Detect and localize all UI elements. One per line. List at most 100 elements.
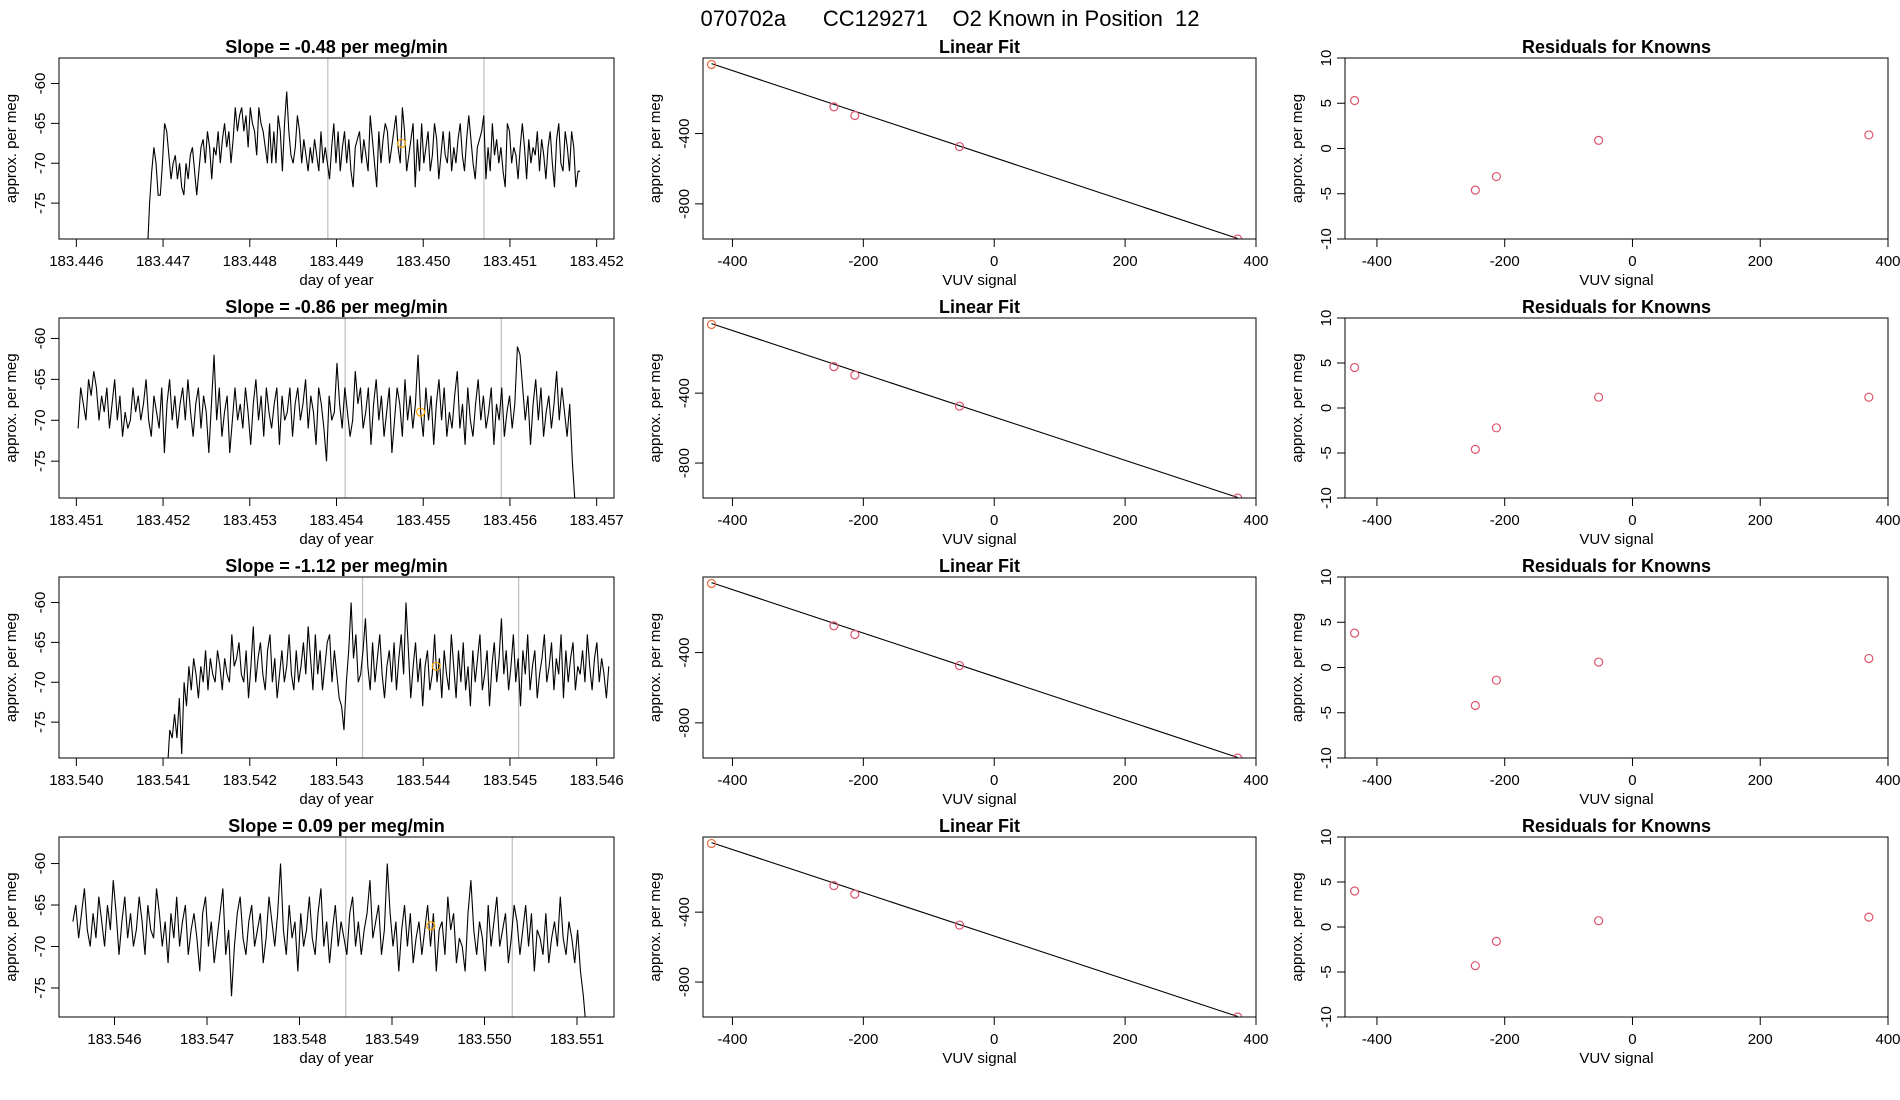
x-tick-label: 183.545 <box>483 772 537 789</box>
y-tick-label: -5 <box>1318 706 1335 719</box>
panel-row2-linear-fit: Linear Fit -400 -200 0 200 400 -800 -400 VUV sig… <box>647 297 1269 548</box>
x-tick-label: 0 <box>990 1031 998 1048</box>
x-tick-label: 400 <box>1875 1031 1900 1048</box>
plot-area <box>1349 95 1874 195</box>
y-tick-label: -10 <box>1318 487 1335 509</box>
x-tick-label: 200 <box>1113 253 1138 270</box>
x-tick-label: 200 <box>1113 772 1138 789</box>
x-tick-label: 200 <box>1113 512 1138 529</box>
x-tick-label: 183.540 <box>49 772 103 789</box>
series-line <box>147 91 581 239</box>
x-tick-label: -400 <box>1362 1031 1392 1048</box>
panel-title: Slope = 0.09 per meg/min <box>228 816 445 836</box>
plot-frame <box>58 57 615 240</box>
y-axis-title: approx. per meg <box>1289 872 1306 981</box>
data-point <box>1594 392 1604 402</box>
plot-frame <box>702 317 1257 499</box>
y-tick-label: -5 <box>1318 446 1335 459</box>
x-tick-label: -400 <box>1362 512 1392 529</box>
data-point <box>1233 234 1243 239</box>
y-tick-label: -5 <box>1318 965 1335 978</box>
panel-title: Slope = -0.86 per meg/min <box>225 297 448 317</box>
plot-area <box>1349 362 1874 454</box>
data-point <box>1233 1012 1243 1017</box>
panel-title: Linear Fit <box>939 37 1020 57</box>
panel-title: Linear Fit <box>939 816 1020 836</box>
x-tick-label: 183.451 <box>483 253 537 270</box>
x-axis-title: day of year <box>299 531 373 548</box>
x-tick-label: 0 <box>1628 512 1636 529</box>
data-point <box>954 141 965 152</box>
panel-title: Slope = -1.12 per meg/min <box>225 556 448 576</box>
panel-row3-linear-fit: Linear Fit -400 -200 0 200 400 -800 -400 VUV sig… <box>647 556 1269 808</box>
x-tick-label: -400 <box>1362 253 1392 270</box>
plot-frame <box>702 57 1257 240</box>
data-point <box>829 361 839 372</box>
data-point <box>850 629 860 640</box>
data-point <box>1594 916 1604 926</box>
y-tick-label: -75 <box>32 711 49 733</box>
y-tick-label: -65 <box>32 369 49 391</box>
data-point <box>1864 130 1874 140</box>
data-point <box>1470 700 1480 711</box>
x-axis-title: VUV signal <box>1579 1050 1653 1067</box>
panel-title: Residuals for Knowns <box>1522 556 1711 576</box>
data-point <box>1470 444 1480 454</box>
plot-area <box>706 59 1243 239</box>
x-tick-label: 0 <box>990 772 998 789</box>
data-point <box>1233 753 1243 758</box>
panel-row3-residuals: Residuals for Knowns -400 -200 0 200 400 -10 -5… <box>1289 556 1900 808</box>
plot-area <box>1349 628 1874 711</box>
panels: Slope = -0.48 per meg/min 183.446 183.447 1… <box>3 37 1900 1067</box>
plot-area <box>706 578 1243 758</box>
x-axis-title: day of year <box>299 1050 373 1067</box>
series-line <box>77 346 576 498</box>
plot-area <box>147 58 581 239</box>
x-tick-label: 0 <box>1628 772 1636 789</box>
x-tick-label: 183.543 <box>309 772 363 789</box>
panel-row4-timeseries: Slope = 0.09 per meg/min 183.546 183.547 18… <box>3 816 615 1067</box>
x-tick-label: -200 <box>848 1031 878 1048</box>
plot-frame <box>702 576 1257 759</box>
panel-row1-timeseries: Slope = -0.48 per meg/min 183.446 183.447 1… <box>3 37 624 289</box>
data-point <box>850 889 860 899</box>
x-tick-label: 183.452 <box>136 512 190 529</box>
y-axis-title: approx. per meg <box>3 353 20 462</box>
y-tick-label: -70 <box>32 936 49 958</box>
x-tick-label: -400 <box>717 1031 747 1048</box>
x-tick-label: 400 <box>1875 772 1900 789</box>
y-axis-title: approx. per meg <box>3 94 20 203</box>
y-axis-title: approx. per meg <box>647 613 664 722</box>
highlight-point <box>416 407 426 417</box>
data-point <box>1470 961 1480 971</box>
y-tick-label: 5 <box>1318 359 1335 367</box>
y-tick-label: -70 <box>32 409 49 431</box>
y-tick-label: 5 <box>1318 618 1335 626</box>
x-tick-label: 183.550 <box>457 1031 511 1048</box>
y-tick-label: 10 <box>1318 829 1335 846</box>
data-point <box>1349 628 1360 638</box>
plot-frame <box>58 576 615 759</box>
x-tick-label: -400 <box>717 512 747 529</box>
x-tick-label: -400 <box>717 253 747 270</box>
series-line <box>167 602 610 758</box>
plot-area <box>706 838 1243 1017</box>
x-axis-title: VUV signal <box>1579 272 1653 289</box>
y-tick-label: -65 <box>32 894 49 916</box>
data-point-overlay <box>707 839 716 848</box>
data-point <box>954 660 965 671</box>
x-tick-label: 183.447 <box>136 253 190 270</box>
x-tick-label: 400 <box>1875 512 1900 529</box>
x-tick-label: 400 <box>1243 253 1268 270</box>
panel-title: Residuals for Knowns <box>1522 297 1711 317</box>
figure-title: 070702a CC129271 O2 Known in Position 12 <box>701 6 1200 31</box>
x-tick-label: 183.446 <box>49 253 103 270</box>
data-point <box>954 920 965 930</box>
fit-line <box>711 842 1238 1017</box>
y-tick-label: -10 <box>1318 747 1335 769</box>
y-tick-label: 0 <box>1318 144 1335 152</box>
x-tick-label: 400 <box>1875 253 1900 270</box>
y-tick-label: -10 <box>1318 1006 1335 1028</box>
x-axis-title: VUV signal <box>1579 791 1653 808</box>
x-axis-title: VUV signal <box>1579 531 1653 548</box>
